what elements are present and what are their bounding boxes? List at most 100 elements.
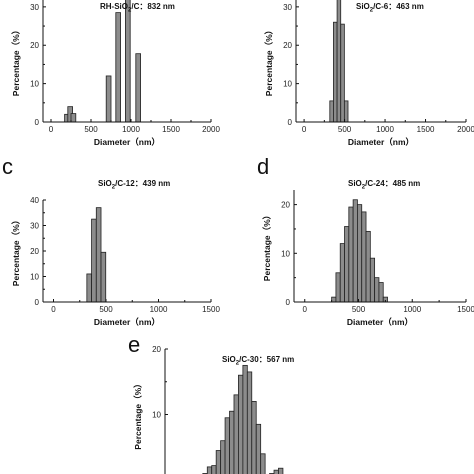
histogram-bar: [255, 423, 262, 474]
y-tick-label: 20: [283, 41, 292, 50]
histogram-bar: [206, 466, 213, 474]
y-tick-label: 30: [30, 3, 39, 12]
histogram-bar: [91, 218, 97, 303]
y-tick-label: 10: [283, 80, 292, 89]
x-tick-label: 2000: [202, 125, 220, 134]
y-tick-label: 30: [30, 222, 39, 231]
histogram-bar: [211, 465, 217, 474]
x-tick-label: 1000: [376, 125, 394, 134]
histogram-bar: [348, 206, 354, 303]
histogram-bar: [344, 226, 350, 303]
annotation-suffix: /C：832 nm: [131, 2, 175, 11]
histogram-bar: [224, 417, 230, 474]
x-tick-label: 500: [99, 305, 113, 314]
y-axis-label: Percentage（%）: [133, 379, 143, 449]
x-tick-label: 0: [303, 305, 308, 314]
histogram-bar: [361, 211, 367, 303]
annotation-suffix: /C-24：485 nm: [365, 179, 420, 188]
sample-annotation: SiO2/C-6：463 nm: [356, 2, 424, 14]
histogram-bar: [95, 207, 102, 303]
sample-annotation: RH-SiO2/C：832 nm: [100, 2, 175, 14]
annotation-suffix: /C-30：567 nm: [239, 355, 294, 364]
sample-annotation: SiO2/C-30：567 nm: [222, 355, 294, 367]
histogram-bar: [100, 251, 107, 303]
x-axis-label: Diameter（nm）: [347, 317, 413, 327]
annotation-subscript: 2: [370, 8, 374, 14]
x-tick-label: 0: [49, 125, 54, 134]
histogram-bar: [115, 12, 122, 123]
x-tick-label: 0: [51, 305, 56, 314]
x-tick-label: 1500: [162, 125, 180, 134]
x-axis-label: Diameter（nm）: [348, 137, 414, 147]
histogram-bar: [229, 410, 235, 474]
histogram-bar: [329, 100, 334, 123]
annotation-suffix: /C-12：439 nm: [115, 179, 170, 188]
panel-d: 0 500 1000 1500 0 10 20 Diameter（nm） Percentage（…: [257, 154, 474, 327]
y-tick-label: 10: [281, 249, 290, 258]
histogram-bar: [233, 394, 239, 474]
x-tick-label: 1500: [457, 305, 474, 314]
y-tick-label: 0: [35, 118, 40, 127]
histogram-bar: [339, 243, 345, 303]
histogram-bar: [86, 273, 92, 303]
annotation-suffix: /C-6：463 nm: [373, 2, 424, 11]
histogram-bar: [70, 113, 77, 123]
sample-annotation: SiO2/C-24：485 nm: [348, 179, 420, 191]
y-axis-label: Percentage（%）: [264, 26, 274, 96]
annotation-subscript: 2: [236, 361, 240, 367]
x-tick-label: 1500: [202, 305, 220, 314]
x-axis-label: Diameter（nm）: [94, 317, 160, 327]
annotation-subscript: 2: [112, 185, 116, 191]
y-tick-label: 20: [30, 41, 39, 50]
annotation-subscript: 2: [128, 8, 132, 14]
histogram-bar: [340, 23, 345, 123]
histogram-bar: [352, 199, 358, 303]
histogram-bar: [251, 400, 257, 474]
y-tick-label: 40: [30, 196, 39, 205]
histogram-bar: [378, 282, 384, 303]
histogram-bar: [242, 364, 248, 474]
panel-c: 0 500 1000 1500 0 10 20 30 40 Diameter（nm） Percent…: [2, 154, 220, 327]
x-tick-label: 0: [302, 125, 307, 134]
histogram-bar: [333, 21, 338, 123]
histogram-bar: [278, 467, 284, 474]
y-tick-label: 0: [35, 298, 40, 307]
histogram-bar: [105, 75, 112, 123]
histogram-bar: [246, 371, 253, 474]
histogram-bar: [125, 0, 131, 123]
x-tick-label: 1000: [150, 305, 168, 314]
y-axis-label: Percentage（%）: [11, 216, 21, 286]
annotation-prefix: RH-SiO: [100, 2, 128, 11]
histogram-bar: [220, 440, 226, 474]
histogram-bar: [238, 374, 244, 474]
y-tick-label: 0: [286, 298, 291, 307]
y-tick-label: 20: [152, 345, 161, 354]
x-tick-label: 1000: [122, 125, 140, 134]
histogram-bar: [365, 230, 371, 303]
y-tick-label: 0: [288, 118, 293, 127]
histogram-bar: [369, 257, 376, 303]
annotation-prefix: SiO: [98, 179, 112, 188]
x-tick-label: 2000: [457, 125, 474, 134]
histogram-bar: [273, 469, 279, 474]
histogram-bar: [260, 453, 266, 474]
panel-letter: e: [128, 332, 140, 357]
panel-b: 0 500 1000 1500 2000 0 10 20 30 Diameter（nm） Perce…: [264, 0, 474, 147]
sample-annotation: SiO2/C-12：439 nm: [98, 179, 170, 191]
x-axis-label: Diameter（nm）: [94, 137, 160, 147]
annotation-prefix: SiO: [348, 179, 362, 188]
x-tick-label: 1000: [403, 305, 421, 314]
panel-a: 0 500 1000 1500 2000 0 10 20 30 Diameter（nm） Perce…: [11, 0, 220, 147]
panel-letter: c: [2, 154, 13, 179]
histogram-bar: [343, 100, 349, 123]
y-tick-label: 20: [281, 201, 290, 210]
y-axis-label: Percentage（%）: [262, 211, 272, 281]
histogram-bar: [135, 53, 142, 123]
annotation-prefix: SiO: [222, 355, 236, 364]
histogram-bar: [331, 296, 337, 303]
x-tick-label: 1500: [417, 125, 435, 134]
y-tick-label: 30: [283, 3, 292, 12]
annotation-subscript: 2: [362, 185, 366, 191]
y-tick-label: 20: [30, 247, 39, 256]
